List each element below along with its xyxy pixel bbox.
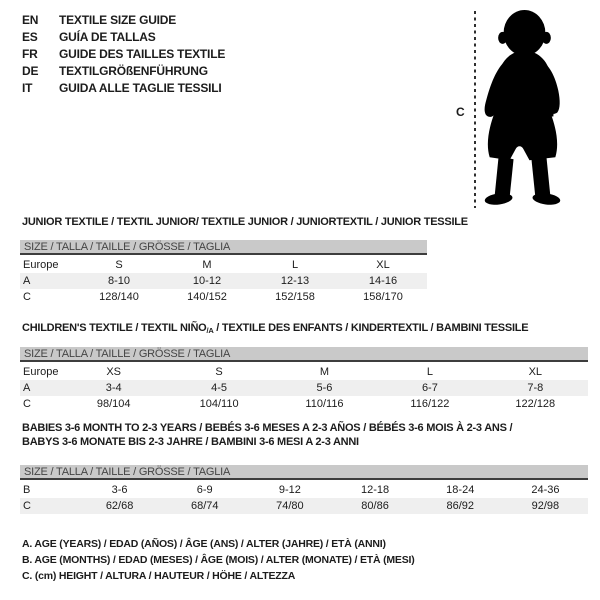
footnote-a: A. AGE (YEARS) / EDAD (AÑOS) / ÂGE (ANS)… [22,538,386,550]
value-cell: 12-18 [361,484,390,496]
value-cell: 110/116 [305,398,344,410]
value-cell: 4-5 [211,382,228,394]
language-row: EN TEXTILE SIZE GUIDE [22,12,225,29]
value-cell: 68/74 [190,500,219,512]
language-label: TEXTILE SIZE GUIDE [59,13,177,27]
row-label: C [23,500,31,512]
language-label: TEXTILGRÖßENFÜHRUNG [59,64,208,78]
size-cell: L [426,366,433,378]
title-line: BABIES 3-6 MONTH TO 2-3 YEARS / BEBÉS 3-… [22,422,513,434]
value-cell: 140/152 [187,291,227,303]
table-row: A 3-4 4-5 5-6 6-7 7-8 [20,380,588,396]
value-cell: 10-12 [192,275,222,287]
size-header-bar: SIZE / TALLA / TAILLE / GRÖSSE / TAGLIA [20,465,588,480]
language-row: DE TEXTILGRÖßENFÜHRUNG [22,63,225,80]
language-label: GUIDA ALLE TAGLIE TESSILI [59,81,222,95]
row-label: A [23,275,31,287]
row-label: B [23,484,31,496]
value-cell: 6-9 [196,484,213,496]
babies-textile-table: B 3-6 6-9 9-12 12-18 18-24 24-36 C 62/68… [20,482,588,514]
value-cell: 62/68 [105,500,134,512]
value-cell: 9-12 [278,484,301,496]
table-title-children: CHILDREN'S TEXTILE / TEXTIL NIÑO/A / TEX… [22,322,529,335]
language-code: EN [22,13,39,27]
height-marker-label: C [456,105,465,119]
title-text: / TEXTILE DES ENFANTS / KINDERTEXTIL / B… [213,322,529,334]
language-code: FR [22,47,38,61]
table-row: B 3-6 6-9 9-12 12-18 18-24 24-36 [20,482,588,498]
value-cell: 92/98 [531,500,560,512]
table-row: Europe S M L XL [20,257,427,273]
language-code: ES [22,30,38,44]
table-row: C 62/68 68/74 74/80 80/86 86/92 92/98 [20,498,588,514]
table-row: Europe XS S M L XL [20,364,588,380]
value-cell: 104/110 [199,398,239,410]
row-label: Europe [23,366,59,378]
size-cell: XL [528,366,543,378]
language-code: DE [22,64,39,78]
value-cell: 8-10 [107,275,131,287]
footnote-b: B. AGE (MONTHS) / EDAD (MESES) / ÂGE (MO… [22,554,415,566]
title-subscript: /A [206,326,214,335]
language-list: EN TEXTILE SIZE GUIDE ES GUÍA DE TALLAS FR… [22,12,225,97]
footnote-c: C. (cm) HEIGHT / ALTURA / HAUTEUR / HÖHE… [22,570,296,582]
value-cell: 80/86 [361,500,389,512]
value-cell: 74/80 [276,500,304,512]
toddler-silhouette-icon [484,9,561,205]
size-cell: M [319,366,330,378]
table-row: C 98/104 104/110 110/116 116/122 122/128 [20,396,588,412]
value-cell: 116/122 [410,398,450,410]
footnote-legend: A. AGE (YEARS) / EDAD (AÑOS) / ÂGE (ANS)… [22,536,415,584]
value-cell: 158/170 [363,291,403,303]
size-cell: XS [106,366,122,378]
language-code: IT [22,81,33,95]
title-text: CHILDREN'S TEXTILE / TEXTIL NIÑO [22,322,207,334]
value-cell: 14-16 [368,275,398,287]
value-cell: 152/158 [275,291,315,303]
row-label: Europe [23,259,59,271]
value-cell: 3-6 [111,484,128,496]
value-cell: 5-6 [316,382,333,394]
language-row: ES GUÍA DE TALLAS [22,29,225,46]
row-label: C [23,398,31,410]
value-cell: 3-4 [105,382,122,394]
size-header-bar: SIZE / TALLA / TAILLE / GRÖSSE / TAGLIA [20,347,588,362]
row-label: C [23,291,31,303]
value-cell: 98/104 [96,398,131,410]
value-cell: 24-36 [531,484,560,496]
size-header-bar: SIZE / TALLA / TAILLE / GRÖSSE / TAGLIA [20,240,427,255]
table-row: A 8-10 10-12 12-13 14-16 [20,273,427,289]
table-title-babies: BABIES 3-6 MONTH TO 2-3 YEARS / BEBÉS 3-… [22,422,582,449]
table-title-junior: JUNIOR TEXTILE / TEXTIL JUNIOR/ TEXTILE … [22,216,468,228]
value-cell: 12-13 [280,275,310,287]
value-cell: 122/128 [515,398,556,410]
language-row: FR GUIDE DES TAILLES TEXTILE [22,46,225,63]
language-row: IT GUIDA ALLE TAGLIE TESSILI [22,80,225,97]
size-cell: S [215,366,223,378]
height-dotted-line [474,11,476,208]
value-cell: 18-24 [446,484,475,496]
size-cell: M [202,259,212,271]
language-label: GUÍA DE TALLAS [59,30,156,44]
title-line: BABYS 3-6 MONATE BIS 2-3 JAHRE / BAMBINI… [22,435,359,448]
value-cell: 128/140 [99,291,139,303]
size-cell: L [291,259,299,271]
value-cell: 6-7 [421,382,438,394]
size-cell: XL [376,259,390,271]
language-label: GUIDE DES TAILLES TEXTILE [59,47,226,61]
row-label: A [23,382,31,394]
table-row: C 128/140 140/152 152/158 158/170 [20,289,427,305]
size-cell: S [115,259,123,271]
value-cell: 86/92 [446,500,474,512]
junior-textile-table: Europe S M L XL A 8-10 10-12 12-13 14-16… [20,257,427,305]
value-cell: 7-8 [527,382,544,394]
children-textile-table: Europe XS S M L XL A 3-4 4-5 5-6 6-7 7-8… [20,364,588,412]
